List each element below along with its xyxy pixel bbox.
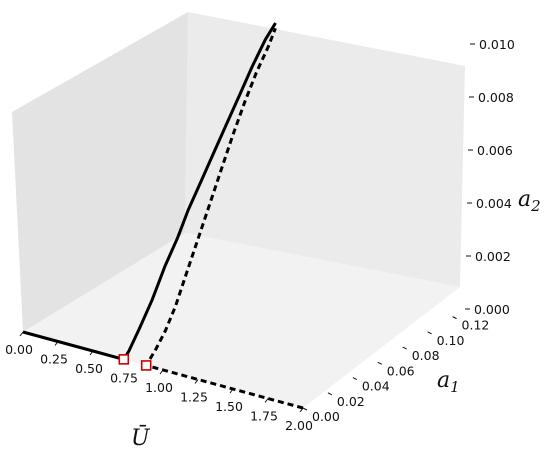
tick-layer: 0.000.250.500.751.001.251.501.752.000.00… [5, 37, 515, 433]
x-tick-label: 1.00 [145, 380, 173, 395]
x-tick-label: 0.00 [5, 342, 33, 357]
z-tick-label: 0.004 [476, 196, 512, 211]
y-tick-label: 0.12 [462, 318, 490, 333]
y-tick-mark [452, 316, 457, 320]
x-tick-label: 1.75 [250, 409, 278, 424]
y-tick-label: 0.06 [387, 363, 415, 378]
x-tick-mark [19, 331, 24, 337]
z-tick-label: 0.010 [479, 37, 515, 52]
z-tick-label: 0.002 [475, 249, 511, 264]
series-layer [22, 22, 304, 410]
y-tick-label: 0.00 [312, 409, 340, 424]
bifurcation-marker [118, 354, 130, 365]
x-tick-label: 1.50 [215, 399, 243, 414]
y-tick-label: 0.02 [337, 394, 365, 409]
series-dashed-line [144, 27, 304, 410]
x-tick-label: 0.25 [40, 352, 68, 367]
y-tick-label: 0.04 [362, 379, 390, 394]
z-tick-label: 0.008 [478, 90, 514, 105]
x-tick-label: 0.50 [75, 361, 103, 376]
y-tick-mark [377, 361, 382, 365]
y-axis-label-sub: 1 [450, 378, 460, 396]
x-tick-label: 0.75 [110, 371, 138, 386]
x-axis-label: Ū [131, 424, 151, 451]
z-tick-label: 0.000 [474, 302, 510, 317]
y-tick-label: 0.08 [412, 348, 440, 363]
y-tick-label: 0.10 [437, 333, 465, 348]
pane-back [185, 12, 465, 287]
y-tick-mark [302, 407, 308, 411]
z-tick-label: 0.006 [477, 143, 513, 158]
z-axis-label-sub: 2 [530, 197, 541, 215]
y-axis-label-base: a [437, 368, 450, 393]
bifurcation-marker [140, 360, 152, 371]
y-tick-mark [427, 331, 432, 335]
pane-floor [23, 233, 460, 408]
y-tick-mark [327, 392, 333, 396]
x-tick-mark [264, 398, 269, 403]
marker-layer [118, 354, 152, 371]
x-tick-label: 1.25 [180, 390, 208, 405]
pane-side [12, 12, 188, 332]
y-tick-mark [402, 346, 407, 350]
y-tick-mark [352, 377, 358, 380]
x-tick-mark [194, 379, 199, 384]
z-axis-label-base: a [518, 187, 531, 212]
chart-panes [12, 12, 465, 408]
z-axis-label: a2 [518, 187, 541, 215]
series-solid-line [22, 22, 277, 361]
x-tick-label: 2.00 [285, 418, 313, 433]
y-axis-label: a1 [437, 368, 460, 396]
